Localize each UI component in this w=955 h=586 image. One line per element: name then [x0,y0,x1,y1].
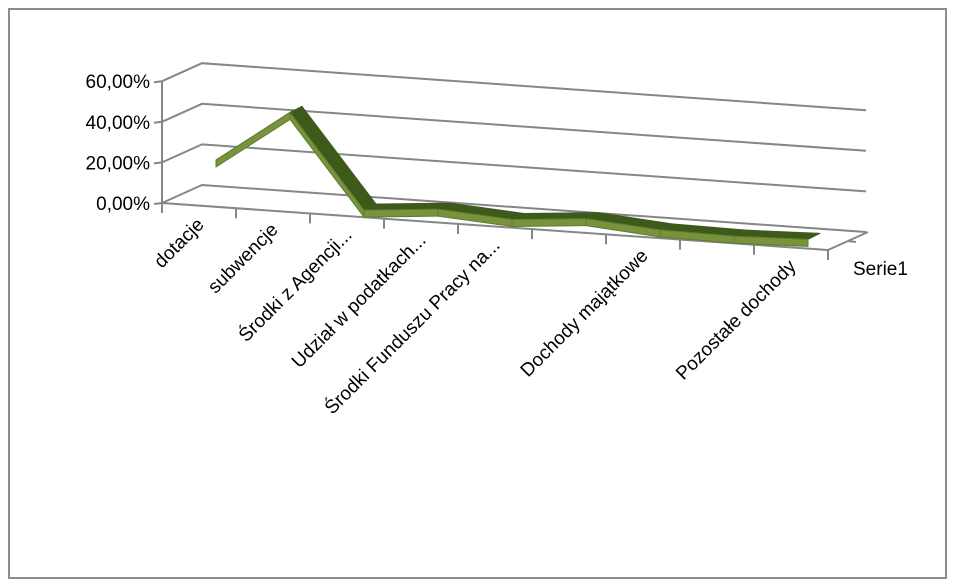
series-segment-front [364,209,438,217]
chart-border [9,9,946,578]
y-tick-label: 40,00% [86,113,151,134]
y-tick-mark [154,203,162,204]
series-label-serie1: Serie1 [853,259,908,280]
series-segment-front [512,219,586,227]
y-tick-mark [154,162,162,163]
y-tick-mark [154,122,162,123]
y-tick-label: 20,00% [86,153,151,174]
y-tick-label: 0,00% [96,194,150,215]
y-tick-mark [154,81,162,82]
series-axis-label: Serie1 [853,259,908,280]
y-tick-label: 60,00% [86,72,151,93]
depth-tick-mark [848,241,856,242]
